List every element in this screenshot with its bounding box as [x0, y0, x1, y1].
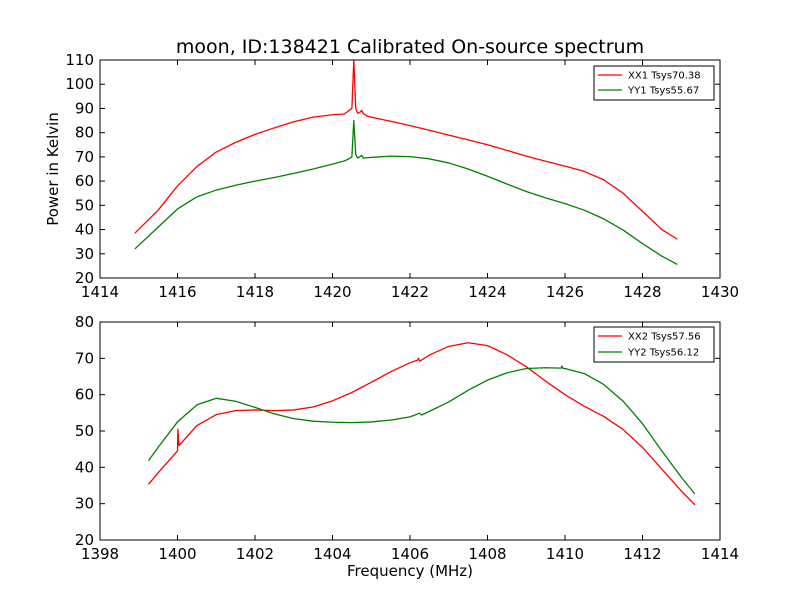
top-y-tick-label: 70	[75, 148, 94, 166]
x-axis-label: Frequency (MHz)	[347, 562, 473, 580]
top-tick-layer: 1414 1416 1418 1420 1422 1424 1426 1428 1430 20 30…	[65, 51, 739, 301]
top-y-tick-label: 30	[75, 245, 94, 263]
top-y-tick-label: 60	[75, 172, 94, 190]
top-x-tick-label: 1416	[158, 283, 196, 301]
top-spectrum-panel: moon, ID:138421 Calibrated On-source spe…	[44, 36, 739, 301]
bottom-y-tick-label: 70	[75, 349, 94, 367]
bottom-y-tick-label: 20	[75, 531, 94, 549]
top-plot-frame	[99, 59, 721, 279]
bottom-tick-layer: 1398 1400 1402 1404 1406 1408 1410 1412 1414 20 30…	[75, 313, 739, 563]
bottom-x-tick-label: 1400	[158, 545, 196, 563]
top-y-tick-label: 80	[75, 124, 94, 142]
bottom-x-tick-label: 1406	[391, 545, 429, 563]
bottom-plot-frame	[99, 321, 721, 541]
series-line-yy1	[134, 119, 678, 266]
top-legend: XX1 Tsys70.38 YY1 Tsys55.67	[593, 65, 715, 101]
top-y-tick-label: 50	[75, 196, 94, 214]
series-line-yy2	[147, 365, 696, 495]
legend-label-xx1: XX1 Tsys70.38	[628, 71, 701, 82]
bottom-x-tick-label: 1404	[313, 545, 351, 563]
bottom-spectrum-panel: Frequency (MHz) 1398 1400 1402 1404 1406 1408…	[75, 313, 739, 580]
top-x-tick-label: 1426	[546, 283, 584, 301]
top-series-layer	[134, 59, 678, 266]
top-legend-box	[593, 65, 715, 101]
top-x-tick-label: 1414	[81, 283, 119, 301]
bottom-y-tick-label: 30	[75, 495, 94, 513]
bottom-x-tick-label: 1410	[546, 545, 584, 563]
top-x-tick-label: 1428	[623, 283, 661, 301]
top-x-tick-label: 1420	[313, 283, 351, 301]
top-x-tick-label: 1424	[468, 283, 506, 301]
bottom-y-tick-label: 40	[75, 458, 94, 476]
top-y-tick-label: 100	[65, 75, 94, 93]
bottom-x-tick-label: 1412	[623, 545, 661, 563]
bottom-x-tick-label: 1398	[81, 545, 119, 563]
legend-label-xx2: XX2 Tsys57.56	[628, 332, 701, 343]
top-x-tick-label: 1418	[236, 283, 274, 301]
bottom-legend-box	[593, 326, 715, 363]
series-line-xx1	[134, 59, 678, 240]
bottom-y-tick-label: 60	[75, 386, 94, 404]
bottom-x-tick-label: 1402	[236, 545, 274, 563]
bottom-x-tick-label: 1408	[468, 545, 506, 563]
top-x-tick-label: 1422	[391, 283, 429, 301]
series-line-xx2	[147, 342, 696, 506]
bottom-y-tick-label: 50	[75, 422, 94, 440]
y-axis-label: Power in Kelvin	[44, 112, 62, 226]
top-y-tick-label: 110	[65, 51, 94, 69]
top-y-tick-label: 20	[75, 269, 94, 287]
bottom-x-tick-label: 1414	[701, 545, 739, 563]
top-y-tick-label: 90	[75, 99, 94, 117]
bottom-y-tick-label: 80	[75, 313, 94, 331]
bottom-legend: XX2 Tsys57.56 YY2 Tsys56.12	[593, 326, 715, 363]
legend-label-yy1: YY1 Tsys55.67	[627, 86, 699, 97]
legend-label-yy2: YY2 Tsys56.12	[627, 348, 699, 359]
bottom-series-layer	[147, 342, 696, 506]
top-y-tick-label: 40	[75, 221, 94, 239]
top-x-tick-label: 1430	[701, 283, 739, 301]
chart-title: moon, ID:138421 Calibrated On-source spe…	[176, 36, 644, 58]
